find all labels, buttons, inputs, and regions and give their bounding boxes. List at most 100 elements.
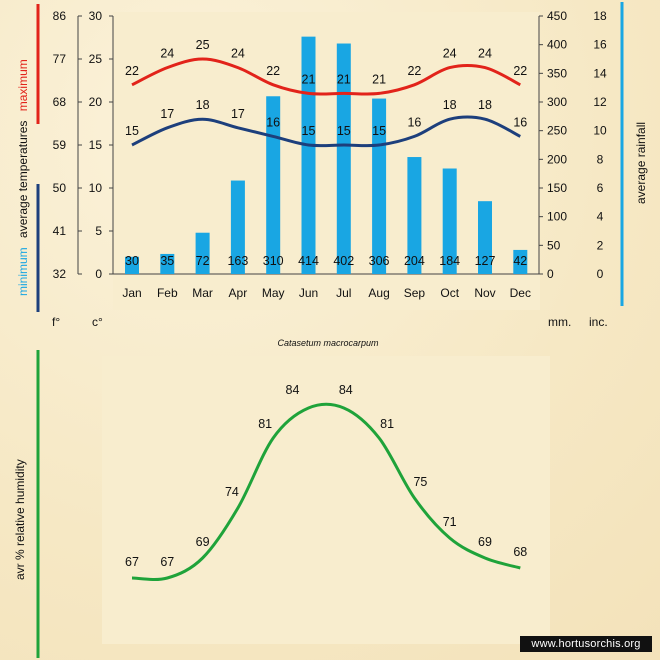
inch-tick-label: 16	[593, 38, 607, 52]
celsius-tick-label: 20	[89, 95, 103, 109]
mm-tick-label: 200	[547, 152, 567, 166]
min-temp-value-label: 15	[337, 124, 351, 138]
humidity-line	[131, 402, 521, 581]
max-temp-value-label: 24	[160, 47, 174, 61]
rainfall-value-label: 30	[125, 254, 139, 268]
rainfall-bar	[195, 232, 210, 274]
max-temp-value-label: 22	[513, 64, 527, 78]
fahrenheit-tick-label: 50	[53, 181, 67, 195]
max-temp-value-label: 22	[407, 64, 421, 78]
month-label-may: May	[262, 286, 285, 300]
celsius-tick-label: 25	[89, 52, 103, 66]
fahrenheit-tick-label: 59	[53, 138, 67, 152]
minimum-label: minimum	[16, 247, 30, 296]
month-label-sep: Sep	[404, 286, 426, 300]
mm-tick-label: 400	[547, 38, 567, 52]
inch-tick-label: 14	[593, 66, 607, 80]
humidity-axis-label: avr % relative humidity	[13, 459, 27, 580]
max-temp-value-label: 24	[443, 47, 457, 61]
humidity-value-label: 68	[513, 545, 527, 559]
max-temp-value-label: 24	[231, 47, 245, 61]
inch-tick-label: 2	[597, 238, 604, 252]
rainfall-value-label: 402	[333, 254, 354, 268]
rainfall-bar	[160, 253, 175, 274]
rainfall-bar	[478, 201, 492, 274]
inch-tick-label: 6	[597, 181, 604, 195]
fahrenheit-tick-label: 41	[53, 224, 67, 238]
humidity-value-label: 74	[225, 485, 239, 499]
inch-tick-label: 18	[593, 9, 607, 23]
month-label-dec: Dec	[510, 286, 531, 300]
month-label-apr: Apr	[229, 286, 248, 300]
humidity-value-label: 81	[258, 417, 272, 431]
max-temp-value-label: 22	[266, 64, 280, 78]
month-label-feb: Feb	[157, 286, 178, 300]
rainfall-value-label: 204	[404, 254, 425, 268]
min-temp-value-label: 17	[160, 107, 174, 121]
mm-tick-label: 50	[547, 238, 561, 252]
rainfall-bar	[372, 98, 387, 274]
min-temp-value-label: 18	[196, 98, 210, 112]
watermark: www.hortusorchis.org	[520, 636, 652, 652]
rainfall-bar	[230, 180, 245, 274]
rainfall-bar	[407, 157, 422, 274]
humidity-value-label: 69	[196, 535, 210, 549]
humidity-plot-area	[102, 356, 550, 644]
rainfall-value-label: 35	[160, 254, 174, 268]
rainfall-value-label: 306	[369, 254, 390, 268]
min-temp-value-label: 15	[125, 124, 139, 138]
species-title: Catasetum macrocarpum	[277, 338, 379, 348]
month-label-nov: Nov	[474, 286, 495, 300]
max-temp-value-label: 24	[478, 47, 492, 61]
month-label-aug: Aug	[368, 286, 389, 300]
mm-tick-label: 300	[547, 95, 567, 109]
mm-tick-label: 350	[547, 66, 567, 80]
humidity-value-label: 67	[125, 555, 139, 569]
max-temp-value-label: 21	[337, 72, 351, 86]
humidity-value-label: 67	[160, 555, 174, 569]
inch-tick-label: 4	[597, 210, 604, 224]
mm-tick-label: 150	[547, 181, 567, 195]
inch-tick-label: 10	[593, 124, 607, 138]
rainfall-value-label: 42	[513, 254, 527, 268]
month-label-jul: Jul	[336, 286, 351, 300]
rainfall-axis-label: average rainfall	[634, 122, 648, 204]
maximum-label: maximum	[16, 59, 30, 111]
mm-tick-label: 0	[547, 267, 554, 281]
unit-fahrenheit: f°	[52, 315, 60, 329]
celsius-tick-label: 15	[89, 138, 103, 152]
min-temp-value-label: 17	[231, 107, 245, 121]
min-temp-value-label: 16	[407, 115, 421, 129]
max-temp-line	[131, 57, 521, 96]
max-temp-value-label: 21	[372, 72, 386, 86]
rainfall-bar	[301, 36, 316, 274]
min-temp-line	[131, 115, 521, 148]
rainfall-bar	[513, 249, 528, 274]
celsius-tick-label: 0	[95, 267, 102, 281]
month-label-jun: Jun	[299, 286, 318, 300]
fahrenheit-tick-label: 86	[53, 9, 67, 23]
humidity-value-label: 84	[339, 383, 353, 397]
inch-tick-label: 8	[597, 152, 604, 166]
max-temp-value-label: 21	[302, 72, 316, 86]
min-temp-value-label: 16	[513, 115, 527, 129]
min-temp-value-label: 18	[443, 98, 457, 112]
rainfall-bar	[266, 96, 281, 275]
unit-celsius: c°	[92, 315, 103, 329]
celsius-tick-label: 30	[89, 9, 103, 23]
rainfall-value-label: 184	[439, 254, 460, 268]
min-temp-value-label: 16	[266, 115, 280, 129]
celsius-tick-label: 10	[89, 181, 103, 195]
humidity-value-label: 69	[478, 535, 492, 549]
rainfall-bar	[125, 256, 139, 274]
rainfall-value-label: 414	[298, 254, 319, 268]
min-temp-value-label: 18	[478, 98, 492, 112]
month-label-jan: Jan	[122, 286, 141, 300]
fahrenheit-tick-label: 77	[53, 52, 67, 66]
unit-inch: inc.	[589, 315, 608, 329]
rainfall-bar	[442, 168, 457, 274]
fahrenheit-tick-label: 32	[53, 267, 67, 281]
humidity-value-label: 84	[286, 383, 300, 397]
temp-axis-label: minimum average temperatures maximum	[16, 59, 30, 296]
